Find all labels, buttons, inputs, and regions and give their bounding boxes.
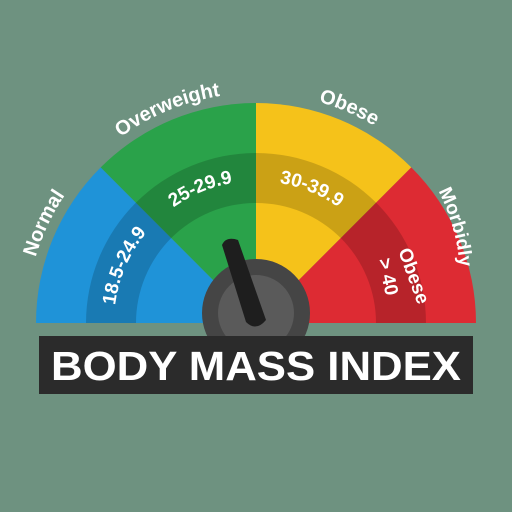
segment-morbidly-obese <box>256 167 476 323</box>
segment-normal <box>36 167 256 323</box>
gauge-needle <box>222 238 266 327</box>
range-band <box>86 153 426 323</box>
gauge-segments <box>36 103 476 323</box>
page-title: BODY MASS INDEX <box>51 343 461 389</box>
segment-obese <box>256 103 412 323</box>
title-banner <box>39 336 473 394</box>
segment-overweight <box>100 103 256 323</box>
